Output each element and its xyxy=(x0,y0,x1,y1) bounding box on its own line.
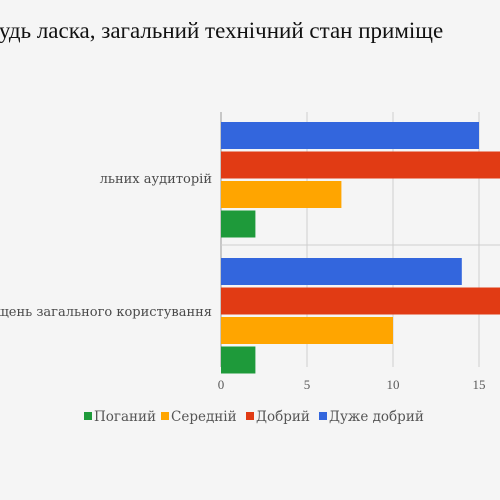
category-labels: льних аудиторій щень загального користува… xyxy=(0,172,212,320)
bar xyxy=(221,151,500,179)
x-tick-label: 0 xyxy=(218,377,225,392)
x-tick-labels: 0 5 10 15 xyxy=(218,377,486,392)
legend: Поганий Середній Добрий Дуже добрий xyxy=(84,409,424,425)
bar xyxy=(221,210,256,238)
legend-label: Дуже добрий xyxy=(329,409,424,425)
x-tick-label: 15 xyxy=(473,377,486,392)
bar xyxy=(221,287,500,315)
legend-label: Добрий xyxy=(256,409,310,425)
x-tick-label: 5 xyxy=(304,377,311,392)
bar xyxy=(221,317,393,344)
legend-swatch xyxy=(84,412,92,420)
bars xyxy=(221,122,500,374)
legend-swatch xyxy=(246,412,254,420)
bar xyxy=(221,122,479,149)
legend-swatch xyxy=(319,412,327,420)
chart-title: будь ласка, загальний технічний стан при… xyxy=(0,18,444,43)
x-tick-label: 10 xyxy=(387,377,400,392)
category-label: щень загального користування xyxy=(0,305,212,320)
legend-label: Середній xyxy=(171,409,237,425)
legend-label: Поганий xyxy=(94,409,156,425)
legend-swatch xyxy=(161,412,169,420)
category-label: льних аудиторій xyxy=(100,172,212,187)
bar xyxy=(221,346,256,374)
bar xyxy=(221,181,342,208)
bar xyxy=(221,258,462,285)
